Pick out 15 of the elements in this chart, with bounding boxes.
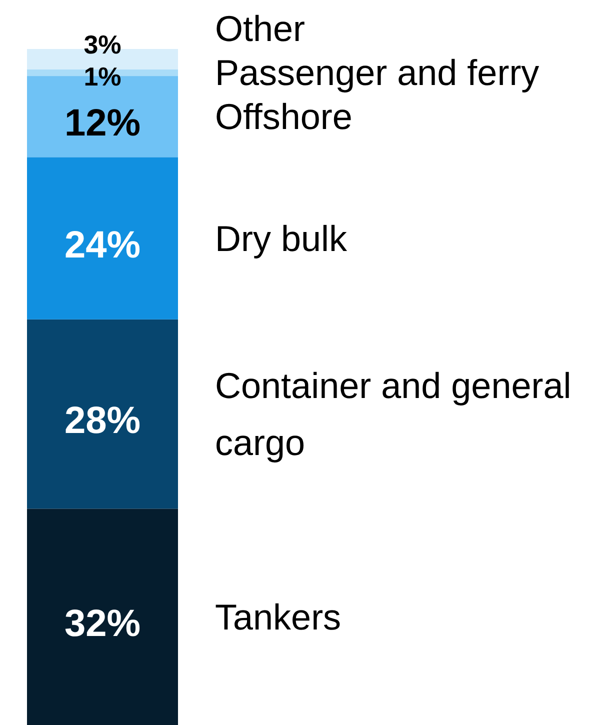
series-label: Container and general cargo bbox=[215, 365, 572, 464]
series-label: Tankers bbox=[215, 596, 342, 638]
series-label: Dry bulk bbox=[215, 218, 348, 259]
data-label: 24% bbox=[64, 224, 141, 266]
data-label: 32% bbox=[64, 602, 141, 645]
bar bbox=[27, 319, 178, 509]
data-label: 12% bbox=[64, 102, 141, 145]
series-label: Passenger and ferry bbox=[215, 52, 540, 94]
bar bbox=[27, 157, 178, 320]
bar bbox=[27, 508, 178, 725]
data-label: 1% bbox=[84, 62, 122, 92]
data-label: 3% bbox=[84, 30, 122, 60]
series-label: Offshore bbox=[215, 96, 352, 138]
data-label: 28% bbox=[64, 400, 141, 442]
series-label: Other bbox=[215, 8, 306, 50]
